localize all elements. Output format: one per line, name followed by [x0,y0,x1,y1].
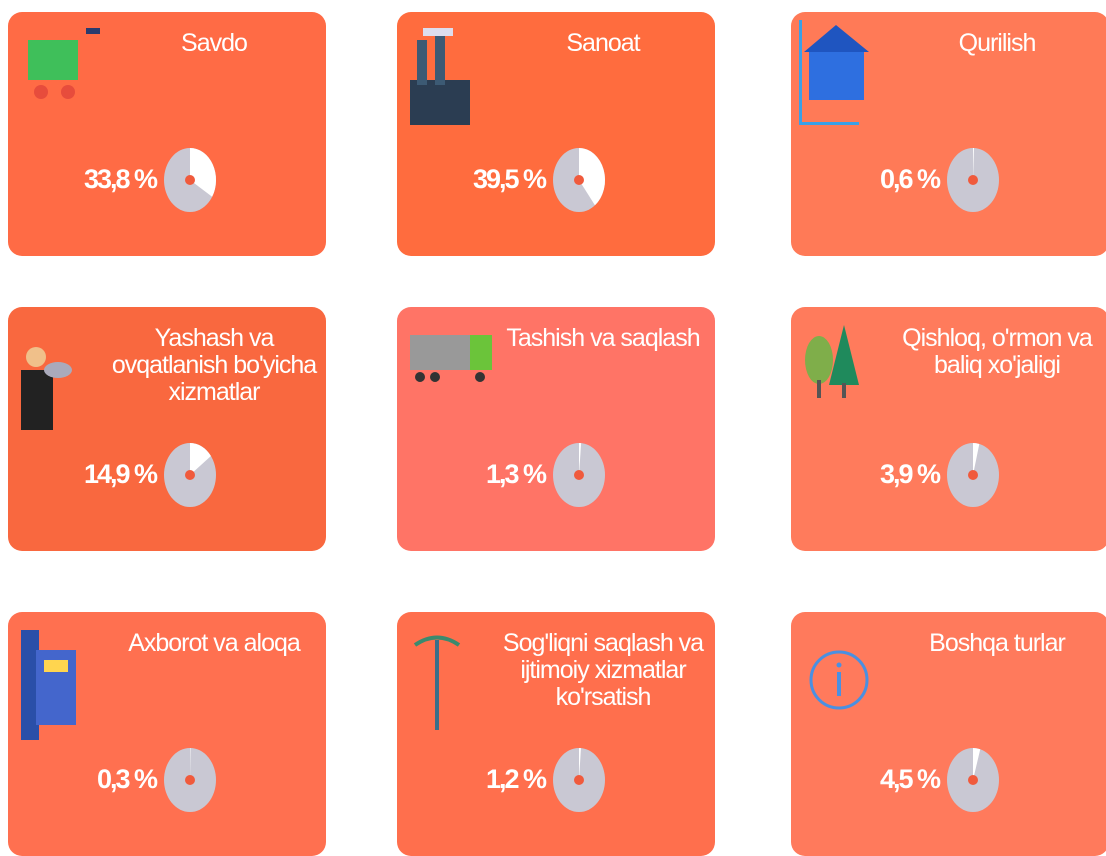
pie-center [968,175,978,185]
sector-icon [799,20,894,145]
sector-card: Boshqa turlar 4,5 % [791,612,1106,856]
icon-shape [470,335,492,370]
sector-icon [405,20,500,145]
icon-shape [435,640,439,730]
value-label: 0,6 % [829,164,939,195]
icon-shape [805,336,833,384]
mini-pie [158,744,222,816]
icon-shape [423,28,453,36]
icon-shape [86,28,100,34]
icon-shape [842,383,846,398]
pie-center [185,775,195,785]
sector-title: Axborot va aloqa [108,630,320,657]
sector-card: Axborot va aloqa 0,3 % [8,612,326,856]
value-label: 3,9 % [829,459,939,490]
mini-pie [941,439,1005,511]
pie-center [968,775,978,785]
icon-shape [44,362,72,378]
pie-center [185,175,195,185]
sector-card: Yashash va ovqatlanish bo'yicha xizmatla… [8,307,326,551]
mini-pie [158,439,222,511]
icon-shape [837,663,842,668]
icon-shape [415,372,425,382]
sector-title: Savdo [108,30,320,57]
value-label: 4,5 % [829,764,939,795]
mini-pie [547,744,611,816]
icon-shape [21,370,53,430]
sector-title: Yashash va ovqatlanish bo'yicha xizmatla… [108,325,320,406]
sector-icon [799,315,894,440]
icon-shape [829,325,859,385]
icon-shape [28,40,78,80]
icon-shape [417,40,427,85]
icon-shape [26,347,46,367]
pie-center [574,775,584,785]
pie-center [574,175,584,185]
mini-pie [941,744,1005,816]
icon-shape [435,35,445,85]
sector-icon [405,315,500,440]
icon-shape [410,80,470,125]
icon-shape [410,335,470,370]
sector-title: Boshqa turlar [891,630,1103,657]
icon-shape [44,660,68,672]
mini-pie [547,439,611,511]
mini-pie [547,144,611,216]
sector-card: Savdo 33,8 % [8,12,326,256]
icon-shape [817,380,821,398]
icon-shape [804,25,869,52]
value-label: 0,3 % [46,764,156,795]
pie-center [185,470,195,480]
sector-icon [405,620,500,745]
sector-title: Qurilish [891,30,1103,57]
icon-shape [430,372,440,382]
value-label: 33,8 % [46,164,156,195]
sector-title: Sog'liqni saqlash va ijtimoiy xizmatlar … [497,630,709,711]
sector-card: Sanoat 39,5 % [397,12,715,256]
sector-icon [16,20,111,145]
sector-icon [16,620,111,745]
sector-card: Tashish va saqlash 1,3 % [397,307,715,551]
value-label: 14,9 % [46,459,156,490]
sector-title: Qishloq, o'rmon va baliq xo'jaligi [891,325,1103,379]
icon-shape [809,50,864,100]
sector-icon [16,315,111,440]
value-label: 1,3 % [435,459,545,490]
sector-card: Qurilish 0,6 % [791,12,1106,256]
icon-shape [61,85,75,99]
icon-shape [799,122,859,125]
sector-title: Sanoat [497,30,709,57]
icon-shape [837,672,841,696]
pie-center [574,470,584,480]
value-label: 39,5 % [435,164,545,195]
sector-icon [799,620,894,745]
sector-title: Tashish va saqlash [497,325,709,352]
value-label: 1,2 % [435,764,545,795]
icon-shape [34,85,48,99]
sector-card: Qishloq, o'rmon va baliq xo'jaligi 3,9 % [791,307,1106,551]
icon-shape [799,20,802,125]
mini-pie [158,144,222,216]
icon-shape [475,372,485,382]
mini-pie [941,144,1005,216]
sector-card: Sog'liqni saqlash va ijtimoiy xizmatlar … [397,612,715,856]
pie-center [968,470,978,480]
